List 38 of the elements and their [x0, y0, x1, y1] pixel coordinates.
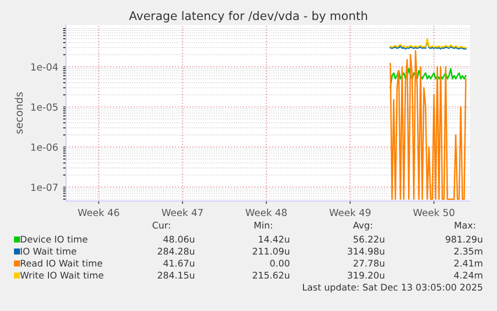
x-tick-label: Week 49 [329, 208, 371, 216]
text: Max: [454, 222, 475, 229]
text: 27.78u [354, 260, 384, 267]
y-tick-label: 1e-05 [31, 103, 58, 111]
x-tick-label: Week 48 [246, 208, 287, 216]
y-tick-label: 1e-06 [31, 143, 58, 151]
y-axis-title: seconds [14, 92, 23, 134]
legend-label: Write IO Wait time [20, 272, 104, 279]
text: 48.06u [163, 236, 194, 243]
legend-label: Read IO Wait time [20, 260, 102, 267]
legend-label: IO Wait time [20, 248, 76, 255]
text: Avg: [353, 222, 372, 230]
text: 14.42u [258, 236, 290, 243]
text: 4.24m [454, 272, 482, 279]
text: Cur: [152, 222, 170, 229]
line-series [390, 68, 467, 88]
text: 284.28u [158, 248, 194, 255]
text: 41.67u [163, 260, 194, 267]
legend-label: Device IO time [20, 236, 88, 243]
text: 981.29u [446, 236, 482, 243]
line-series [390, 50, 467, 200]
x-tick-label: Week 50 [413, 208, 454, 216]
text: 2.41m [454, 260, 482, 267]
text: 284.15u [158, 272, 194, 279]
x-tick-label: Week 46 [78, 208, 120, 216]
text: 56.22u [354, 236, 384, 243]
text: 215.62u [252, 272, 290, 279]
y-tick-label: 1e-04 [31, 63, 58, 71]
y-tick-label: 1e-07 [31, 184, 58, 191]
text: 2.35m [454, 248, 482, 255]
text: Last update: Sat Dec 13 03:05:00 2025 [303, 284, 482, 292]
text: 0.00 [270, 260, 290, 267]
x-tick-label: Week 47 [162, 208, 203, 216]
text: 211.09u [252, 248, 290, 255]
chart-title: Average latency for /dev/vda - by month [129, 11, 368, 22]
text: 314.98u [348, 248, 384, 255]
text: Min: [254, 222, 272, 229]
text: 319.20u [348, 272, 384, 279]
